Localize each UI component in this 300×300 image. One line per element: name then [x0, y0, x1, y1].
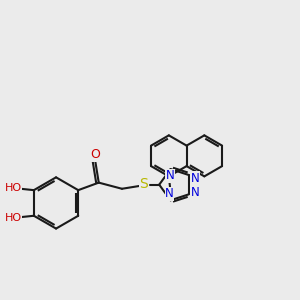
Text: HO: HO	[5, 183, 22, 193]
Text: N: N	[190, 172, 200, 185]
Text: S: S	[140, 177, 148, 191]
Text: HO: HO	[5, 213, 22, 223]
Text: O: O	[90, 148, 100, 161]
Text: N: N	[165, 187, 174, 200]
Text: N: N	[190, 186, 200, 199]
Text: N: N	[166, 169, 174, 182]
